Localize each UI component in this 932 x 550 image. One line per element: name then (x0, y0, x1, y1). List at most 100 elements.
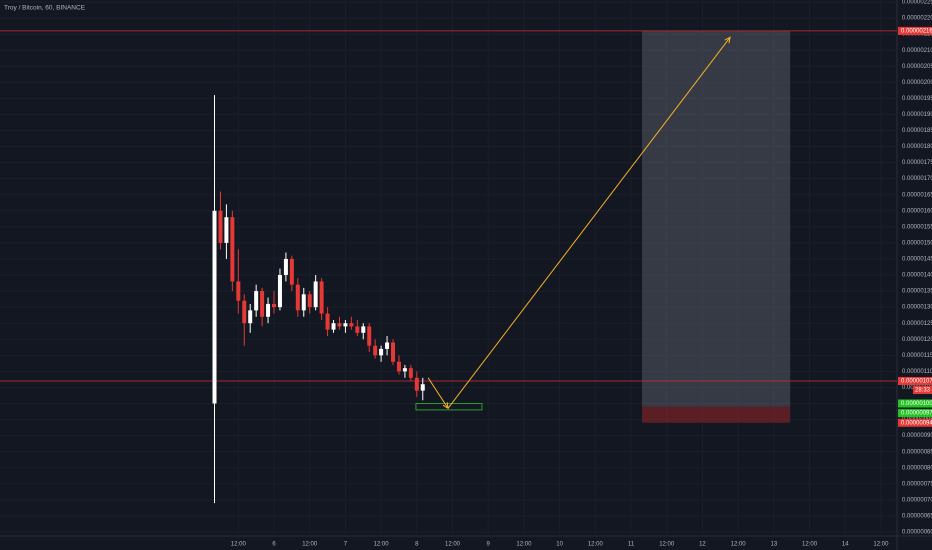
candle-body (266, 303, 271, 317)
target-zone (642, 30, 791, 407)
y-tick-label: 0.00000130 (902, 305, 932, 311)
candle-body (414, 377, 419, 391)
y-tick-label: 0.00000155 (902, 224, 932, 230)
candle-body (408, 368, 413, 378)
x-tick-label: 8 (415, 542, 419, 548)
price-label-bg (898, 26, 932, 35)
candle-body (331, 323, 336, 330)
countdown: 28:33 (915, 388, 931, 394)
x-tick-label: 12:00 (588, 542, 604, 548)
y-tick-label: 0.00000220 (902, 16, 932, 22)
candle-body (260, 291, 265, 317)
x-tick-label: 10 (556, 542, 563, 548)
price-label: 0.00000094 (901, 420, 932, 426)
x-tick-label: 12:00 (731, 542, 747, 548)
zone-box (415, 403, 483, 411)
candle-body (337, 323, 342, 327)
x-tick-label: 11 (628, 542, 635, 548)
price-label-bg (898, 377, 932, 386)
candle-body (224, 217, 229, 243)
y-tick-label: 0.00000170 (902, 176, 932, 182)
price-label-bg (898, 418, 932, 427)
candle-body (373, 345, 378, 356)
candle-body (212, 210, 217, 404)
candle-body (379, 348, 384, 356)
arrow-head (724, 36, 731, 44)
y-tick-label: 0.00000075 (902, 481, 932, 487)
arrow (427, 377, 449, 409)
candle-body (391, 342, 396, 362)
candle-body (420, 384, 425, 391)
candle-body (343, 323, 348, 327)
y-tick-label: 0.00000195 (902, 96, 932, 102)
x-tick-label: 12:00 (302, 542, 318, 548)
y-tick-label: 0.00000165 (902, 192, 932, 198)
price-label: 0.00000097 (901, 411, 932, 417)
candle-body (254, 291, 259, 311)
stop-zone (642, 406, 791, 423)
candle-body (361, 326, 366, 333)
y-tick-label: 0.00000135 (902, 289, 932, 295)
y-tick-label: 0.00000140 (902, 273, 932, 279)
x-tick-label: 13 (770, 542, 777, 548)
candle-body (313, 281, 318, 308)
candle-body (385, 342, 390, 349)
y-tick-label: 0.00000090 (902, 433, 932, 439)
candle-body (283, 258, 288, 276)
price-label: 0.00000107 (901, 379, 932, 385)
candle-body (236, 281, 241, 301)
candle-body (349, 323, 354, 327)
y-tick-label: 0.00000175 (902, 160, 932, 166)
x-tick-label: 12:00 (516, 542, 532, 548)
y-tick-label: 0.00000185 (902, 128, 932, 134)
y-tick-label: 0.00000080 (902, 465, 932, 471)
price-label-bg (898, 409, 932, 418)
y-tick-label: 0.00000205 (902, 64, 932, 70)
candle-body (396, 361, 401, 372)
y-tick-label: 0.00000190 (902, 112, 932, 118)
x-tick-label: 12:00 (802, 542, 818, 548)
y-tick-label: 0.00000160 (902, 208, 932, 214)
x-tick-label: 12:00 (374, 542, 390, 548)
candle-body (218, 210, 223, 243)
x-tick-label: 12:00 (659, 542, 675, 548)
candle-body (307, 294, 312, 308)
candle-body (289, 258, 294, 285)
x-tick-label: 12:00 (231, 542, 247, 548)
countdown-bg (913, 386, 932, 395)
y-tick-label: 0.00000120 (902, 337, 932, 343)
y-tick-label: 0.00000085 (902, 449, 932, 455)
y-tick-label: 0.00000150 (902, 240, 932, 246)
chart-title: Troy / Bitcoin, 60, BINANCE (4, 5, 86, 12)
arrow (447, 37, 731, 409)
candle-body (301, 294, 306, 311)
y-tick-label: 0.00000200 (902, 80, 932, 86)
candle-body (319, 281, 324, 314)
candle-body (355, 326, 360, 333)
y-tick-label: 0.00000070 (902, 497, 932, 503)
price-label: 0.00000100 (901, 401, 932, 407)
x-tick-label: 12:00 (445, 542, 461, 548)
candle-body (230, 217, 235, 282)
candle-body (248, 310, 253, 324)
candle-body (242, 300, 247, 324)
price-label: 0.00000216 (901, 28, 932, 34)
y-tick-label: 0.00000060 (902, 530, 932, 536)
candle-body (325, 313, 330, 330)
x-tick-label: 12 (699, 542, 706, 548)
y-tick-label: 0.00000110 (902, 369, 932, 375)
y-tick-label: 0.00000180 (902, 144, 932, 150)
x-tick-label: 14 (842, 542, 849, 548)
x-tick-label: 12:00 (873, 542, 889, 548)
y-tick-label: 0.00000125 (902, 321, 932, 327)
candle-body (295, 284, 300, 311)
y-tick-label: 0.00000210 (902, 48, 932, 54)
y-tick-label: 0.00000115 (902, 353, 932, 359)
x-tick-label: 6 (272, 542, 276, 548)
y-tick-label: 0.00000225 (902, 0, 932, 6)
y-tick-label: 0.00000065 (902, 514, 932, 520)
candle-body (277, 275, 282, 308)
x-tick-label: 7 (344, 542, 348, 548)
x-tick-label: 9 (487, 542, 491, 548)
